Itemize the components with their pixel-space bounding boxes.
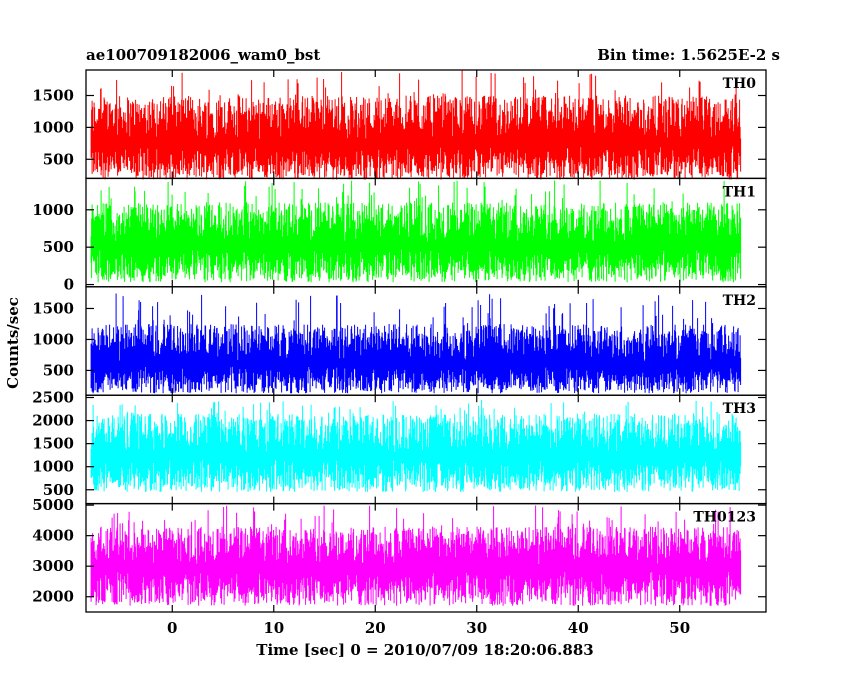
x-tick-label: 20 xyxy=(365,619,386,637)
y-tick-label: 4000 xyxy=(32,527,74,545)
y-tick-label: 500 xyxy=(43,361,74,379)
panel-label: TH3 xyxy=(723,401,756,417)
panel-th1: 0 500 1000 TH1 xyxy=(32,177,767,294)
x-tick-label: 30 xyxy=(466,619,487,637)
y-tick-label: 500 xyxy=(43,481,74,499)
series-trace-th1 xyxy=(90,180,742,283)
x-tick-label: 40 xyxy=(568,619,589,637)
y-tick-label: 2000 xyxy=(32,412,74,430)
y-tick-label: 3000 xyxy=(32,557,74,575)
panel-th0: 500 1000 1500 TH0 xyxy=(32,69,767,180)
y-tick-label: 0 xyxy=(64,276,74,294)
y-tick-label: 1000 xyxy=(32,201,74,219)
panel-th0123: 2000 3000 4000 5000 TH0123 xyxy=(32,496,767,613)
y-tick-label: 1500 xyxy=(32,299,74,317)
x-tick-label: 50 xyxy=(669,619,690,637)
chart-title: ae100709182006_wam0_bst xyxy=(86,46,320,64)
panel-frame xyxy=(85,502,767,613)
panel-th2: 500 1000 1500 TH2 xyxy=(32,286,767,396)
x-tick-label: 0 xyxy=(167,619,177,637)
y-tick-label: 500 xyxy=(43,238,74,256)
y-tick-label: 2000 xyxy=(32,588,74,606)
series-trace-th3 xyxy=(90,400,742,492)
chart-subtitle: Bin time: 1.5625E-2 s xyxy=(597,46,780,64)
y-axis-label: Counts/sec xyxy=(4,297,22,389)
panel-label: TH2 xyxy=(723,293,756,309)
y-tick-label: 1000 xyxy=(32,330,74,348)
x-axis-label: Time [sec] 0 = 2010/07/09 18:20:06.883 xyxy=(256,641,593,659)
y-tick-label: 1500 xyxy=(32,435,74,453)
panel-th3: 500 1000 1500 2000 2500 TH3 xyxy=(32,389,767,505)
y-tick-label: 1500 xyxy=(32,87,74,105)
series-trace-th2 xyxy=(90,293,742,394)
y-tick-label: 2500 xyxy=(32,389,74,407)
panel-label: TH0 xyxy=(723,76,757,92)
y-tick-label: 1000 xyxy=(32,458,74,476)
series-trace-th0 xyxy=(90,70,742,180)
y-tick-label: 5000 xyxy=(32,496,74,514)
panel-label: TH1 xyxy=(723,184,756,200)
panel-label: TH0123 xyxy=(693,510,756,526)
series-trace-th0123 xyxy=(90,505,742,606)
y-tick-label: 1000 xyxy=(32,118,74,136)
y-tick-label: 500 xyxy=(43,150,74,168)
x-tick-label: 10 xyxy=(263,619,284,637)
